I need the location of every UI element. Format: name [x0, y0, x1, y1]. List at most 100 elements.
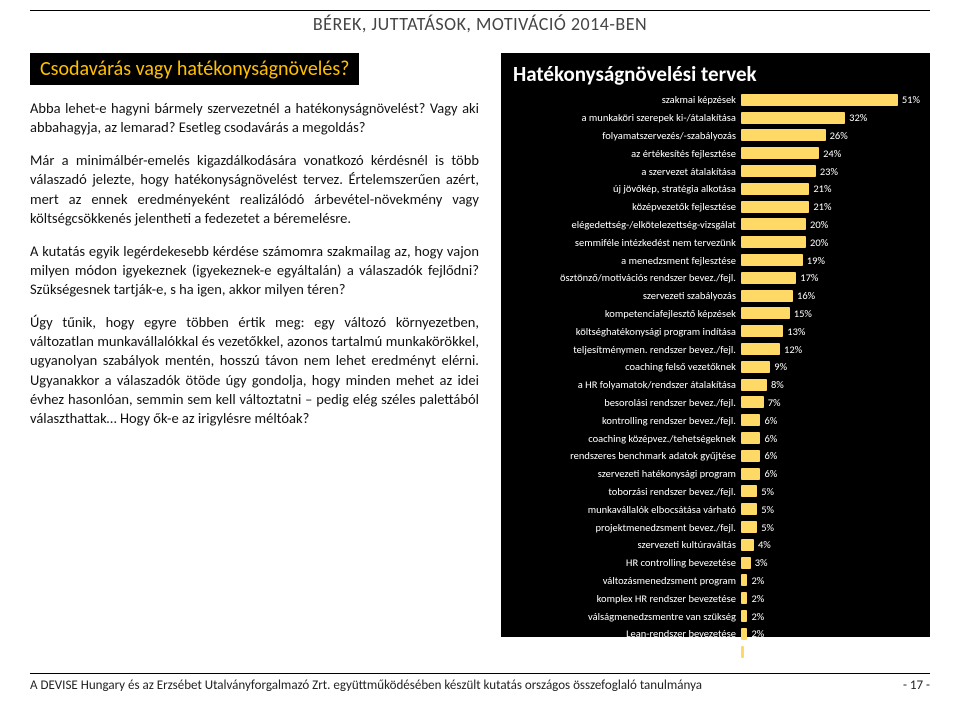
bar-area: 21% [741, 200, 920, 213]
bar-label: a szervezet átalakítása [511, 166, 741, 177]
bar-row: a menedzsment fejlesztése 19% [511, 251, 920, 269]
bar-value: 8% [767, 378, 784, 391]
bar-value: 5% [757, 503, 774, 516]
chart-panel: Hatékonyságnövelési tervek szakmai képzé… [501, 53, 930, 637]
bar-row: coaching felső vezetőknek9% [511, 358, 920, 376]
bar-area: 2% [741, 574, 920, 587]
bar [741, 379, 767, 391]
bar-area: 2% [741, 627, 920, 640]
bar-row: HR controlling bevezetése3% [511, 554, 920, 572]
bar-area: 20% [741, 218, 920, 231]
bar-row: elégedettség-/elkötelezettség-vizsgálat2… [511, 216, 920, 234]
bar-label: ösztönző/motivációs rendszer bevez./fejl… [511, 272, 741, 283]
bar-label: coaching felső vezetőknek [511, 361, 741, 372]
bar-row: a HR folyamatok/rendszer átalakítása8% [511, 376, 920, 394]
bar [741, 557, 751, 569]
bar-area: 19% [741, 254, 920, 267]
bar-label: rendszeres benchmark adatok gyűjtése [511, 450, 741, 461]
bar-label: szervezeti kultúraváltás [511, 539, 741, 550]
bar-value: 19% [803, 254, 825, 267]
bar-value: 4% [754, 538, 771, 551]
bar [741, 414, 761, 426]
bar-value: 20% [806, 236, 828, 249]
page-header: BÉREK, JUTTATÁSOK, MOTIVÁCIÓ 2014-BEN [30, 11, 930, 53]
chart-body: szakmai képzések51% a munkaköri szerepek … [511, 91, 920, 627]
bar-value: 2% [747, 574, 764, 587]
bar-label: projektmenedzsment bevez./fejl. [511, 522, 741, 533]
bar [741, 343, 780, 355]
bar-area: 23% [741, 165, 920, 178]
bar-value: 12% [780, 343, 802, 356]
bar [741, 254, 803, 266]
bar-row: rendszeres benchmark adatok gyűjtése 6% [511, 447, 920, 465]
bar-value: 6% [760, 449, 777, 462]
bar-row: változásmenedzsment program 2% [511, 572, 920, 590]
bar-label: a munkaköri szerepek ki-/átalakítása [511, 112, 741, 123]
bar-label: egyéb [511, 646, 741, 657]
bar-label: új jövőkép, stratégia alkotása [511, 183, 741, 194]
bar-area: 17% [741, 271, 920, 284]
bar-area: 5% [741, 521, 920, 534]
bar-value: 15% [790, 307, 812, 320]
bar-area: 8% [741, 378, 920, 391]
bar-value: 32% [845, 111, 867, 124]
bar [741, 468, 761, 480]
bar [741, 361, 770, 373]
bar-row: coaching középvez./tehetségeknek6% [511, 429, 920, 447]
bar [741, 432, 761, 444]
bar-label: középvezetők fejlesztése [511, 201, 741, 212]
bar-area: 2% [741, 592, 920, 605]
bar [741, 325, 783, 337]
bar-area: 7% [741, 396, 920, 409]
bar-value: 17% [796, 271, 818, 284]
bar-value: 5% [757, 485, 774, 498]
bar [741, 236, 806, 248]
bar-area: 5% [741, 503, 920, 516]
bar [741, 450, 761, 462]
bar-area: 6% [741, 432, 920, 445]
bar-row: kontrolling rendszer bevez./fejl.6% [511, 411, 920, 429]
bar [741, 94, 898, 106]
bar-label: komplex HR rendszer bevezetése [511, 593, 741, 604]
bar-area: 5% [741, 485, 920, 498]
bar-area: 9% [741, 360, 920, 373]
bar-value: 23% [816, 165, 838, 178]
bar-area: 51% [741, 93, 920, 106]
bar-label: változásmenedzsment program [511, 575, 741, 586]
bar [741, 147, 819, 159]
bar-row: Lean-rendszer bevezetése2% [511, 625, 920, 643]
bar-area: 12% [741, 343, 920, 356]
bar-label: toborzási rendszer bevez./fejl. [511, 486, 741, 497]
bar-row: az értékesítés fejlesztése24% [511, 144, 920, 162]
bar [741, 272, 796, 284]
bar-label: teljesítménymen. rendszer bevez./fejl. [511, 344, 741, 355]
bar-row: toborzási rendszer bevez./fejl. 5% [511, 483, 920, 501]
bar [741, 129, 826, 141]
bar-label: folyamatszervezés/-szabályozás [511, 130, 741, 141]
bar-area: 2% [741, 610, 920, 623]
bar-row: semmiféle intézkedést nem tervezünk20% [511, 233, 920, 251]
bar-row: folyamatszervezés/-szabályozás 26% [511, 127, 920, 145]
bar-area: 6% [741, 467, 920, 480]
bar-area: 13% [741, 325, 920, 338]
bar-label: költséghatékonysági program indítása [511, 326, 741, 337]
page-number: - 17 - [903, 678, 930, 693]
bar-label: szervezeti szabályozás [511, 290, 741, 301]
bar-area: 6% [741, 449, 920, 462]
bar-area: 15% [741, 307, 920, 320]
bar-row: munkavállalók elbocsátása várható5% [511, 500, 920, 518]
bar-area: 21% [741, 182, 920, 195]
bar [741, 396, 764, 408]
bar-row: új jövőkép, stratégia alkotása 21% [511, 180, 920, 198]
bar-value: 16% [793, 289, 815, 302]
bar-value: 2% [747, 610, 764, 623]
footer-text: A DEVISE Hungary és az Erzsébet Utalvány… [30, 678, 702, 693]
bar-row: középvezetők fejlesztése21% [511, 198, 920, 216]
bar-label: a menedzsment fejlesztése [511, 255, 741, 266]
bar-value: 21% [809, 182, 831, 195]
bar-value: 26% [826, 129, 848, 142]
bar-row: szakmai képzések51% [511, 91, 920, 109]
bar-area: 16% [741, 289, 920, 302]
bar [741, 201, 809, 213]
bar-value: 2% [747, 627, 764, 640]
